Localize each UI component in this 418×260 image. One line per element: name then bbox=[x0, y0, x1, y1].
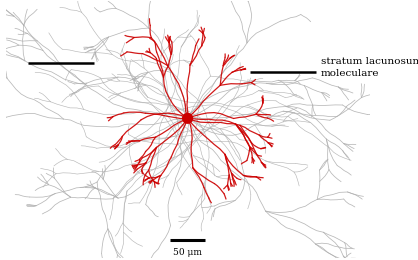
Text: 50 μm: 50 μm bbox=[173, 248, 202, 257]
Text: stratum lacunosum
moleculare: stratum lacunosum moleculare bbox=[321, 57, 418, 78]
Circle shape bbox=[183, 113, 192, 123]
